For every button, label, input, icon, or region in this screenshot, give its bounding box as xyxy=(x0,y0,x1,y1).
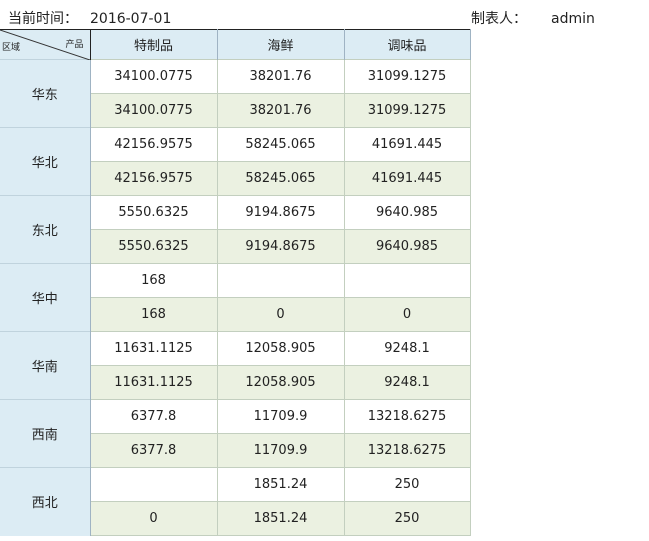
value-cell: 11631.1125 xyxy=(89,331,218,366)
value-cell: 42156.9575 xyxy=(89,127,218,162)
table-header-row: 产品 区域 特制品 海鲜 调味品 xyxy=(0,29,471,60)
value-cell: 11631.1125 xyxy=(89,365,218,400)
value-cell: 6377.8 xyxy=(89,433,218,468)
value-cell: 41691.445 xyxy=(343,161,471,196)
value-cell: 41691.445 xyxy=(343,127,471,162)
value-cell: 168 xyxy=(89,263,218,298)
column-header: 特制品 xyxy=(90,29,218,60)
value-cell: 5550.6325 xyxy=(89,229,218,264)
value-cell xyxy=(89,467,218,502)
value-cell: 9640.985 xyxy=(343,195,471,230)
value-cell xyxy=(343,263,471,298)
value-cell: 34100.0775 xyxy=(89,93,218,128)
value-cell: 58245.065 xyxy=(216,161,345,196)
value-cell: 250 xyxy=(343,467,471,502)
column-header: 海鲜 xyxy=(217,29,345,60)
value-cell: 9194.8675 xyxy=(216,195,345,230)
table-row: 西南 6377.8 11709.9 13218.6275 xyxy=(0,399,471,468)
value-cell: 6377.8 xyxy=(89,399,218,434)
value-cell: 13218.6275 xyxy=(343,433,471,468)
table-row: 华东 34100.0775 38201.76 31099.1275 xyxy=(0,59,471,128)
diagonal-divider-icon xyxy=(0,30,90,60)
value-cell: 12058.905 xyxy=(216,331,345,366)
column-header: 调味品 xyxy=(344,29,471,60)
sales-crosstab-table: 产品 区域 特制品 海鲜 调味品 华东 34100.0775 38201.76 310… xyxy=(0,29,471,536)
region-label: 西北 xyxy=(0,467,91,536)
table-row: 华南 11631.1125 12058.905 9248.1 xyxy=(0,331,471,400)
value-cell: 58245.065 xyxy=(216,127,345,162)
region-label: 华东 xyxy=(0,59,91,128)
value-cell: 11709.9 xyxy=(216,433,345,468)
table-body: 华东 34100.0775 38201.76 31099.1275 34100.0775… xyxy=(0,59,471,536)
table-row: 6377.8 11709.9 13218.6275 xyxy=(0,433,471,468)
value-cell: 0 xyxy=(216,297,345,332)
value-cell xyxy=(216,263,345,298)
table-row: 东北 5550.6325 9194.8675 9640.985 xyxy=(0,195,471,264)
value-cell: 250 xyxy=(343,501,471,536)
current-time-label: 当前时间： xyxy=(8,11,78,27)
region-label: 华北 xyxy=(0,127,91,196)
table-row: 5550.6325 9194.8675 9640.985 xyxy=(0,229,471,264)
value-cell: 12058.905 xyxy=(216,365,345,400)
value-cell: 38201.76 xyxy=(216,59,345,94)
region-label: 西南 xyxy=(0,399,91,468)
value-cell: 31099.1275 xyxy=(343,59,471,94)
value-cell: 31099.1275 xyxy=(343,93,471,128)
value-cell: 42156.9575 xyxy=(89,161,218,196)
value-cell: 38201.76 xyxy=(216,93,345,128)
table-row: 西北 1851.24 250 xyxy=(0,467,471,536)
value-cell: 1851.24 xyxy=(216,467,345,502)
value-cell: 13218.6275 xyxy=(343,399,471,434)
value-cell: 0 xyxy=(343,297,471,332)
value-cell: 9248.1 xyxy=(343,365,471,400)
value-cell: 0 xyxy=(89,501,218,536)
value-cell: 1851.24 xyxy=(216,501,345,536)
value-cell: 168 xyxy=(89,297,218,332)
value-cell: 34100.0775 xyxy=(89,59,218,94)
region-label: 华中 xyxy=(0,263,91,332)
corner-region-label: 区域 xyxy=(2,43,21,53)
corner-header-cell: 产品 区域 xyxy=(0,29,91,60)
table-row: 0 1851.24 250 xyxy=(0,501,471,536)
value-cell: 9248.1 xyxy=(343,331,471,366)
report-maker-value: admin xyxy=(551,11,595,27)
value-cell: 5550.6325 xyxy=(89,195,218,230)
region-label: 东北 xyxy=(0,195,91,264)
table-row: 华中 168 xyxy=(0,263,471,332)
current-time-value: 2016-07-01 xyxy=(90,11,172,27)
report-maker-label: 制表人： xyxy=(471,11,527,27)
value-cell: 9640.985 xyxy=(343,229,471,264)
value-cell: 11709.9 xyxy=(216,399,345,434)
value-cell: 9194.8675 xyxy=(216,229,345,264)
corner-product-label: 产品 xyxy=(65,40,84,50)
region-label: 华南 xyxy=(0,331,91,400)
table-row: 42156.9575 58245.065 41691.445 xyxy=(0,161,471,196)
table-row: 华北 42156.9575 58245.065 41691.445 xyxy=(0,127,471,196)
